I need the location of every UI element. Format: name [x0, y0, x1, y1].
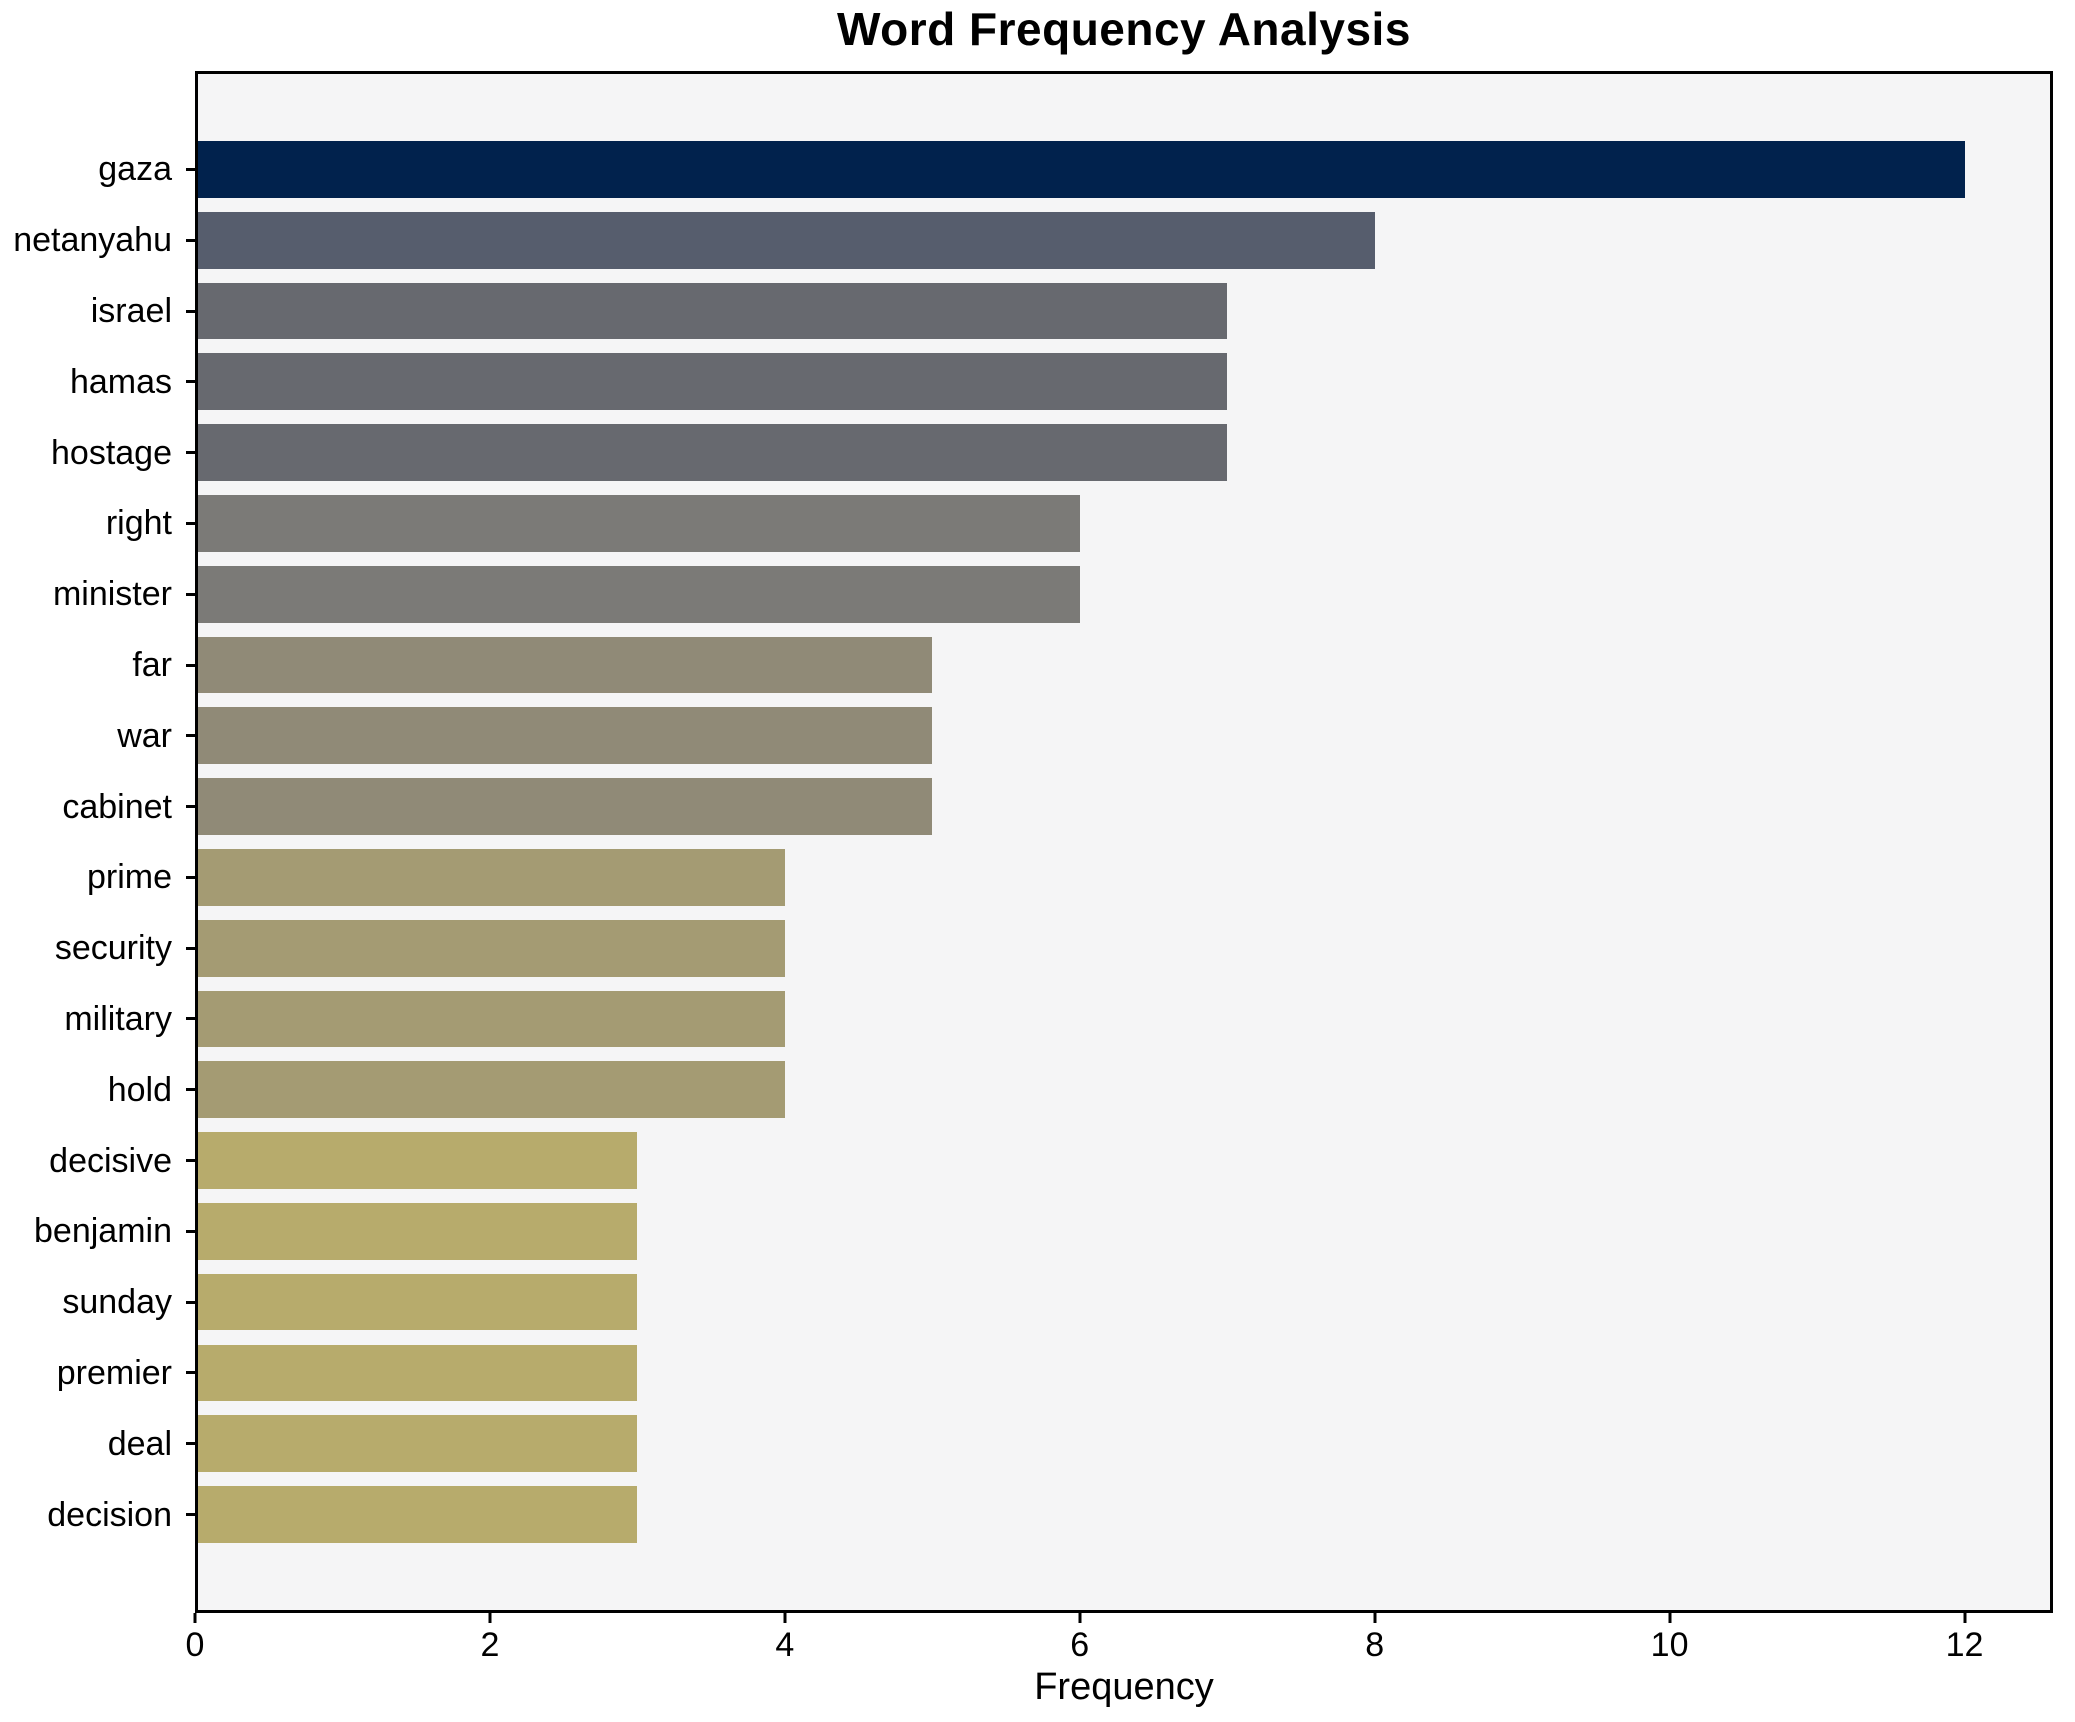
bar	[195, 707, 933, 765]
y-tick-mark	[186, 1159, 195, 1163]
y-axis: gaza netanyahu israel hamas hostage right mini…	[0, 71, 195, 1613]
y-tick-label: military	[64, 999, 172, 1038]
y-tick-label: far	[132, 646, 172, 684]
y-tick-label: gaza	[98, 150, 172, 189]
x-axis-title: Frequency	[1034, 1666, 1214, 1708]
x-tick-label: 2	[480, 1626, 500, 1664]
x-tick-label: 10	[1650, 1626, 1689, 1664]
y-tick-label: benjamin	[34, 1212, 172, 1251]
bar	[195, 849, 785, 906]
x-tick-mark	[783, 1613, 787, 1623]
y-tick-mark	[186, 521, 195, 525]
y-tick-mark	[186, 451, 195, 455]
y-tick-mark	[186, 1513, 195, 1517]
y-tick-mark	[186, 380, 195, 384]
y-tick-mark	[186, 309, 195, 313]
bar	[195, 1344, 638, 1402]
bar	[195, 211, 1375, 269]
y-tick-mark	[186, 875, 195, 879]
bar	[195, 495, 1080, 552]
y-tick-mark	[186, 1300, 195, 1304]
y-tick-label: sunday	[62, 1283, 172, 1322]
x-tick-mark	[1373, 1613, 1377, 1623]
y-tick-label: premier	[56, 1353, 172, 1392]
y-tick-mark	[186, 1442, 195, 1446]
bar	[195, 1132, 638, 1189]
x-tick-mark	[488, 1613, 492, 1623]
y-tick-label: decisive	[49, 1141, 172, 1180]
y-tick-label: cabinet	[62, 787, 172, 826]
bar	[195, 353, 1228, 411]
bar	[195, 424, 1228, 481]
bar	[195, 141, 1965, 198]
bar	[195, 1486, 638, 1543]
x-tick-label: 8	[1365, 1626, 1385, 1664]
y-tick-label: decision	[47, 1495, 172, 1534]
y-tick-mark	[186, 663, 195, 667]
x-tick-label: 12	[1945, 1626, 1984, 1664]
bar	[195, 919, 785, 977]
bar	[195, 1273, 638, 1331]
y-tick-mark	[186, 238, 195, 242]
y-tick-mark	[186, 167, 195, 171]
y-tick-mark	[186, 734, 195, 738]
y-tick-mark	[186, 1088, 195, 1092]
x-tick-label: 4	[775, 1626, 795, 1664]
bar	[195, 990, 785, 1048]
y-tick-label: hamas	[69, 362, 172, 401]
y-tick-label: right	[105, 504, 172, 543]
y-tick-mark	[186, 805, 195, 809]
x-tick-label: 0	[185, 1626, 205, 1664]
bar	[195, 282, 1228, 340]
bar	[195, 1061, 785, 1119]
y-tick-label: security	[54, 929, 172, 968]
bar	[195, 1203, 638, 1260]
y-tick-mark	[186, 1017, 195, 1021]
y-tick-label: deal	[107, 1424, 172, 1463]
x-axis: 0 2 4 6 8 10 12	[186, 1613, 2053, 1693]
bar	[195, 565, 1080, 623]
chart-title: Word Frequency Analysis	[837, 3, 1411, 55]
x-tick-mark	[1078, 1613, 1082, 1623]
x-tick-mark	[193, 1613, 197, 1623]
y-tick-mark	[186, 946, 195, 950]
x-tick-label: 6	[1070, 1626, 1090, 1664]
y-tick-mark	[186, 1371, 195, 1375]
y-tick-label: netanyahu	[13, 221, 172, 260]
y-tick-label: israel	[90, 292, 172, 330]
y-tick-mark	[186, 592, 195, 596]
bar	[195, 636, 933, 694]
y-tick-label: war	[117, 716, 172, 755]
y-tick-label: hostage	[51, 433, 172, 472]
bar	[195, 1415, 638, 1473]
y-tick-mark	[186, 1229, 195, 1233]
y-tick-label: prime	[86, 858, 172, 897]
y-tick-label: minister	[52, 575, 172, 614]
bar	[195, 778, 933, 835]
x-tick-mark	[1963, 1613, 1967, 1623]
plot-area	[195, 71, 2053, 1613]
x-tick-mark	[1668, 1613, 1672, 1623]
y-tick-label: hold	[107, 1070, 172, 1109]
